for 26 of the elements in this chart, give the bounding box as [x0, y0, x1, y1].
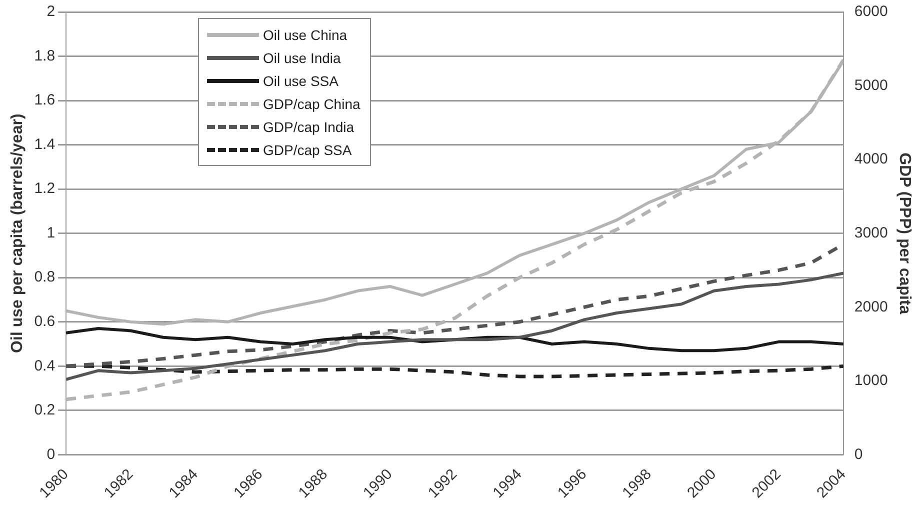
y2-tick-label: 6000: [854, 3, 888, 20]
y2-tick-label: 2000: [854, 298, 888, 316]
legend-label: Oil use India: [263, 50, 341, 66]
legend-label: Oil use SSA: [263, 72, 338, 88]
legend-label: GDP/cap SSA: [263, 142, 352, 158]
legend-label: Oil use China: [263, 26, 348, 42]
legend-label: GDP/cap China: [263, 96, 360, 112]
y-tick-label: 1.8: [34, 47, 56, 64]
y2-tick-label: 1000: [854, 372, 888, 390]
y-tick-label: 0.2: [34, 402, 56, 419]
y-tick-label: 0.6: [34, 313, 56, 330]
y2-axis-title: GDP (PPP) per capita: [896, 152, 913, 314]
y-tick-label: 0.4: [34, 357, 56, 374]
y2-tick-label: 3000: [854, 224, 888, 242]
legend-label: GDP/cap India: [263, 118, 354, 134]
y-tick-label: 0.8: [34, 268, 56, 286]
y-tick-label: 0: [46, 446, 56, 463]
y-tick-label: 1: [46, 224, 56, 242]
y-tick-label: 1.6: [34, 92, 56, 109]
y2-tick-label: 4000: [854, 150, 888, 168]
y-tick-label: 1.4: [34, 136, 56, 153]
y-tick-label: 2: [46, 3, 56, 20]
y2-tick-label: 5000: [854, 76, 888, 94]
y-tick-label: 1.2: [34, 180, 56, 198]
y-axis-title: Oil use per capita (barrels/year): [9, 114, 26, 353]
y2-tick-label: 0: [854, 446, 863, 463]
